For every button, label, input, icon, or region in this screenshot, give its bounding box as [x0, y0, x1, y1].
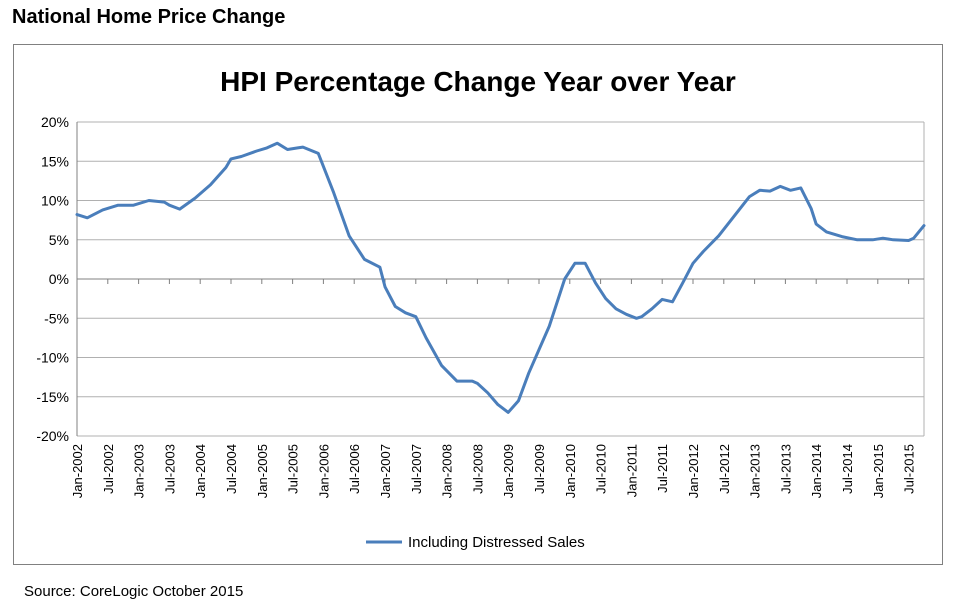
x-tick-label: Jul-2006: [347, 444, 362, 494]
x-tick-label: Jan-2010: [563, 444, 578, 498]
x-tick-label: Jul-2007: [409, 444, 424, 494]
x-tick-label: Jan-2015: [871, 444, 886, 498]
series-line: [75, 141, 926, 414]
y-tick-label: 0%: [49, 271, 69, 287]
x-tick-label: Jul-2015: [902, 444, 917, 494]
x-tick-label: Jan-2004: [193, 444, 208, 498]
y-tick-label: -20%: [36, 428, 69, 444]
y-tick-label: -10%: [36, 350, 69, 366]
legend-label: Including Distressed Sales: [408, 534, 585, 551]
x-tick-label: Jan-2006: [316, 444, 331, 498]
y-tick-labels: 20% 15% 10% 5% 0% -5% -10% -15% -20%: [36, 114, 69, 444]
y-tick-label: 5%: [49, 232, 69, 248]
legend: Including Distressed Sales: [366, 534, 585, 551]
chart-frame: HPI Percentage Change Year over Year 20%…: [13, 44, 943, 565]
x-tick-label: Jul-2004: [224, 444, 239, 494]
y-tick-label: 15%: [41, 153, 69, 169]
x-tick-label: Jan-2013: [748, 444, 763, 498]
x-tick-label: Jul-2005: [286, 444, 301, 494]
hpi-line-chart: HPI Percentage Change Year over Year 20%…: [36, 66, 926, 551]
source-note: Source: CoreLogic October 2015: [24, 583, 244, 600]
series-lines: [75, 141, 926, 414]
x-tick-label: Jan-2011: [624, 444, 639, 497]
x-tick-label: Jul-2011: [655, 444, 670, 493]
x-tick-label: Jul-2012: [717, 444, 732, 494]
x-tick-labels: Jan-2002 Jul-2002 Jan-2003 Jul-2003 Jan-2004…: [70, 444, 917, 498]
y-tick-label: 20%: [41, 114, 69, 130]
y-tick-label: 10%: [41, 193, 69, 209]
x-tick-label: Jan-2009: [501, 444, 516, 498]
x-tick-label: Jan-2002: [70, 444, 85, 498]
chart-title: HPI Percentage Change Year over Year: [220, 66, 736, 97]
x-tick-label: Jul-2003: [162, 444, 177, 494]
x-tick-label: Jan-2003: [132, 444, 147, 498]
x-tick-label: Jan-2005: [255, 444, 270, 498]
x-tick-label: Jul-2010: [594, 444, 609, 494]
x-tick-label: Jan-2007: [378, 444, 393, 498]
x-tick-label: Jul-2009: [532, 444, 547, 494]
x-tick-label: Jan-2008: [440, 444, 455, 498]
x-tick-label: Jan-2012: [686, 444, 701, 498]
x-tick-label: Jul-2013: [778, 444, 793, 494]
gridlines: [77, 121, 924, 437]
x-tick-label: Jul-2014: [840, 444, 855, 494]
x-tick-label: Jul-2008: [470, 444, 485, 494]
x-tick-label: Jan-2014: [809, 444, 824, 498]
y-tick-label: -15%: [36, 389, 69, 405]
y-tick-label: -5%: [44, 310, 69, 326]
axes: [76, 122, 925, 436]
page-title: National Home Price Change: [12, 6, 286, 28]
x-tick-label: Jul-2002: [101, 444, 116, 494]
